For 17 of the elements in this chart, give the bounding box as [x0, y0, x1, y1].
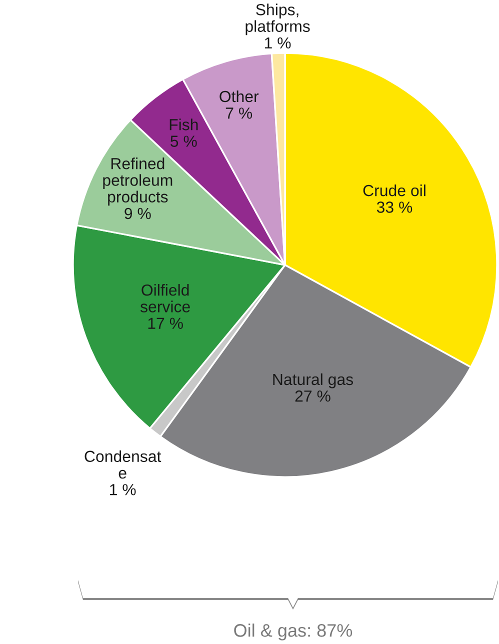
data-label: 33 %: [376, 202, 412, 213]
slice-label: Oilfield service: [140, 284, 190, 312]
slice-label: Natural gas: [273, 373, 354, 388]
slice-label: Condensat e: [84, 450, 162, 479]
slice-label: Other: [220, 90, 259, 102]
data-label: 1 %: [110, 484, 136, 496]
slice-label: Refined petroleum products: [103, 158, 172, 206]
slice-label: Ships, platforms: [246, 4, 310, 36]
data-label: 7 %: [226, 108, 252, 119]
data-label: 17 %: [148, 318, 183, 329]
slice-label: Crude oil: [363, 184, 426, 196]
data-label: 9 %: [124, 208, 151, 220]
slice-label: Fish: [170, 118, 198, 130]
data-label: 1 %: [265, 37, 291, 49]
data-label: 27 %: [295, 390, 330, 402]
data-label: 5 %: [170, 136, 197, 147]
text: Oil & gas: 87%: [234, 624, 352, 640]
